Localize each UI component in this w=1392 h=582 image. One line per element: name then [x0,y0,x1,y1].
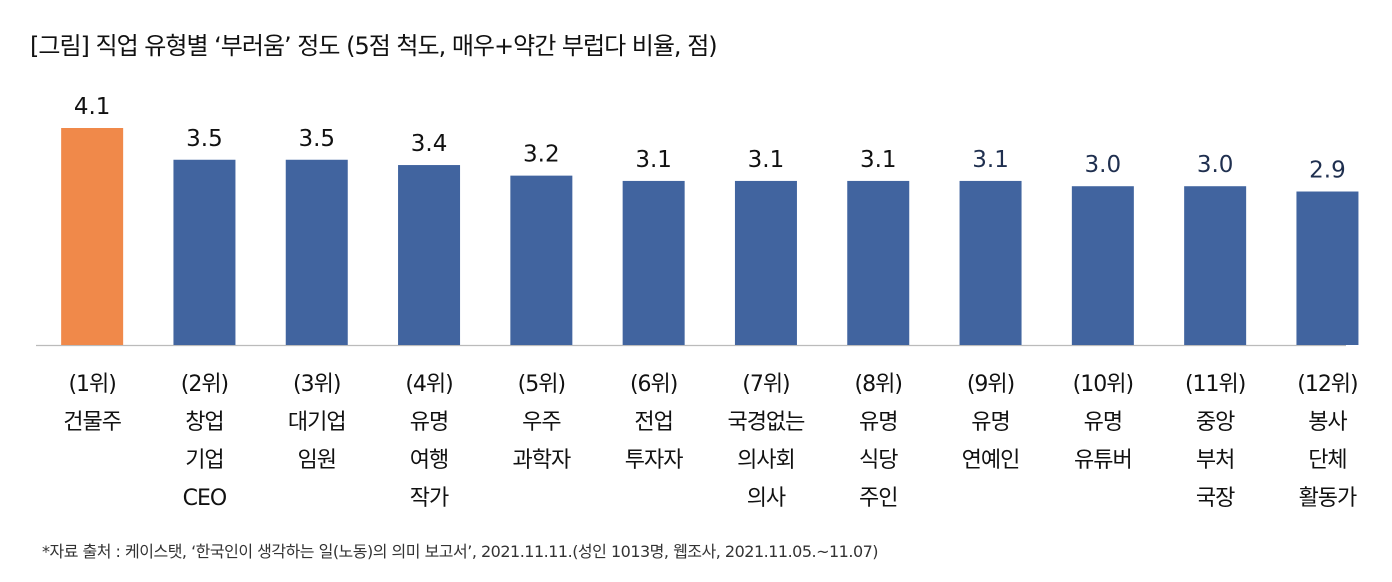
category-label-line: 중앙 [1195,410,1235,435]
category-label-line: 의사 [746,486,786,511]
category-label-line: 임원 [297,448,337,473]
category-label-line: (10위) [1072,372,1134,397]
data-label: 3.1 [972,147,1009,173]
data-label: 3.0 [1085,152,1122,178]
data-label: 3.1 [635,147,672,173]
data-label: 3.1 [748,147,785,173]
data-label: 3.5 [298,126,335,152]
data-label: 3.4 [411,131,448,157]
category-label-line: 부처 [1195,448,1235,473]
category-label-line: 우주 [522,410,561,435]
category-label-line: (7위) [742,372,790,397]
data-label: 4.1 [74,94,111,120]
category-label-line: 봉사 [1308,410,1347,435]
category-label-line: 투자자 [624,448,684,473]
category-label-line: 유명 [1083,410,1123,435]
category-label-line: 활동가 [1298,486,1358,511]
bar [1296,191,1359,345]
bar [398,165,461,345]
category-label-line: CEO [182,486,228,511]
category-label-line: 단체 [1308,448,1347,473]
category-label-line: (9위) [966,372,1015,397]
bar [61,128,124,345]
category-label-line: (3위) [293,372,341,397]
category-label-line: 국장 [1195,486,1235,511]
category-label-line: 작가 [409,486,449,511]
category-label-line: 국경없는 [727,410,805,435]
category-label-line: 기업 [185,448,224,473]
bar [1071,186,1134,345]
category-label-line: 전업 [634,410,673,435]
category-label-line: 여행 [409,448,449,473]
category-label-line: 유명 [859,410,898,435]
category-label: (1위) 건물주 [36,366,148,442]
category-label-line: 유튜버 [1073,448,1133,473]
data-label: 3.5 [186,126,223,152]
category-label-line: (5위) [517,372,566,397]
data-label: 3.1 [860,147,897,173]
bar [622,180,685,345]
category-label-line: 대기업 [287,410,347,435]
chart-title: [그림] 직업 유형별 ‘부러움’ 정도 (5점 척도, 매우+약간 부럽다 비… [30,32,718,60]
category-label-line: 창업 [185,410,224,435]
bar [734,180,797,345]
category-label-line: 식당 [859,448,898,473]
category-label-line: (8위) [854,372,903,397]
category-label-line: (1위) [68,372,116,397]
category-label-line: (4위) [405,372,453,397]
data-label: 3.0 [1197,152,1234,178]
bar [173,159,236,345]
category-label-line: 건물주 [63,410,122,435]
category-label-line: 의사회 [737,448,796,473]
category-label-line: 주인 [859,486,898,511]
bar [285,159,348,345]
bar [847,180,910,345]
category-label-line: (12위) [1297,372,1358,397]
bar [1184,186,1247,345]
category-label-line: (2위) [180,372,229,397]
data-label: 2.9 [1309,158,1346,184]
category-label-line: 유명 [971,410,1010,435]
bar [510,175,573,345]
category-label-line: (6위) [629,372,678,397]
bar [959,180,1022,345]
data-label: 3.2 [523,142,560,168]
category-label-line: 유명 [409,410,449,435]
category-label-line: (11위) [1184,372,1246,397]
category-label-line: 연예인 [961,448,1021,473]
category-label-line: 과학자 [512,448,571,473]
footnote: *자료 출처 : 케이스탯, ‘한국인이 생각하는 일(노동)의 의미 보고서’… [42,542,879,561]
